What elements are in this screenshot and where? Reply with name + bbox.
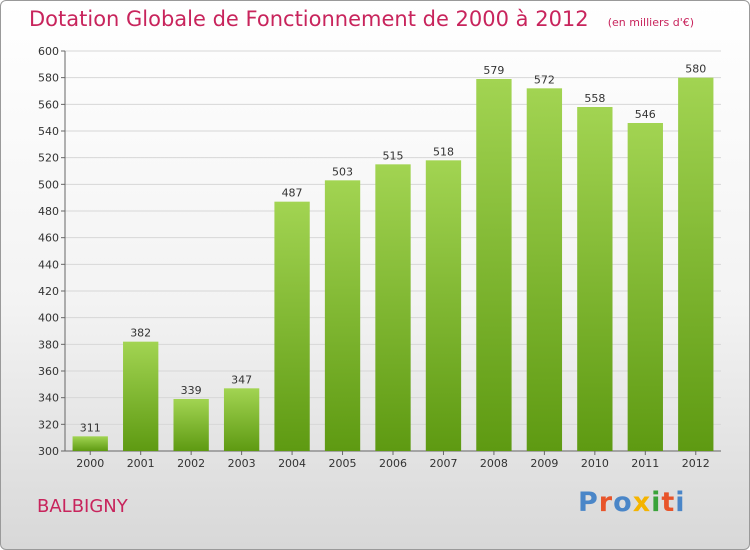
x-tick-label-2007: 2007 <box>429 457 457 470</box>
data-label-2004: 487 <box>282 187 303 200</box>
bar-2007 <box>425 160 462 452</box>
bar-2005 <box>324 180 361 452</box>
bar-2012 <box>678 77 714 452</box>
x-tick-label-2006: 2006 <box>379 457 407 470</box>
x-tick-label-2012: 2012 <box>682 457 710 470</box>
data-label-2002: 339 <box>181 384 202 397</box>
logo-letter: t <box>661 487 676 518</box>
y-tick-label: 460 <box>38 232 59 245</box>
x-tick-label-2003: 2003 <box>228 457 256 470</box>
bar-2006 <box>375 164 411 452</box>
bar-2010 <box>577 107 613 451</box>
y-tick-label: 380 <box>38 338 59 351</box>
bar-2008 <box>476 79 512 451</box>
bar-2011 <box>627 123 663 451</box>
x-tick-label-2005: 2005 <box>329 457 357 470</box>
y-tick-label: 340 <box>38 392 59 405</box>
data-label-2006: 515 <box>383 149 404 162</box>
data-label-2012: 580 <box>685 63 706 76</box>
y-tick-label: 520 <box>38 152 59 165</box>
y-tick-label: 300 <box>38 445 59 458</box>
logo-letter: i <box>675 487 686 518</box>
chart-subtitle: (en milliers d'€) <box>607 16 695 29</box>
y-tick-label: 500 <box>38 178 59 191</box>
data-label-2008: 579 <box>483 64 504 77</box>
bars <box>72 77 714 452</box>
title-line: Dotation Globale de Fonctionnement de 20… <box>29 7 694 31</box>
x-tick-label-2008: 2008 <box>480 457 508 470</box>
y-tick-label: 360 <box>38 365 59 378</box>
y-tick-label: 540 <box>38 125 59 138</box>
bar-2000 <box>72 436 108 451</box>
chart-title: Dotation Globale de Fonctionnement de 20… <box>29 7 589 31</box>
y-tick-label: 420 <box>38 285 59 298</box>
logo-letter: P <box>578 487 599 518</box>
data-label-2003: 347 <box>231 373 252 386</box>
x-tick-label-2001: 2001 <box>127 457 155 470</box>
x-tick-label-2011: 2011 <box>631 457 659 470</box>
proxiti-logo[interactable]: Proxiti <box>578 487 686 518</box>
y-tick-label: 580 <box>38 72 59 85</box>
logo-letter: i <box>651 487 662 518</box>
commune-name: BALBIGNY <box>37 496 128 517</box>
bar-2009 <box>526 88 563 451</box>
logo-letter: o <box>613 487 633 518</box>
bar-2003 <box>223 388 260 451</box>
bar-2001 <box>123 341 159 451</box>
data-label-2000: 311 <box>80 421 101 434</box>
bar-2002 <box>173 399 209 451</box>
bar-2004 <box>274 201 310 451</box>
x-tick-label-2009: 2009 <box>530 457 558 470</box>
data-label-2011: 546 <box>635 108 656 121</box>
data-label-2010: 558 <box>584 92 605 105</box>
x-tick-label-2002: 2002 <box>177 457 205 470</box>
y-tick-label: 480 <box>38 205 59 218</box>
logo-letter: r <box>598 487 614 518</box>
x-tick-label-2000: 2000 <box>76 457 104 470</box>
y-tick-label: 560 <box>38 98 59 111</box>
data-label-2009: 572 <box>534 73 555 86</box>
y-tick-label: 400 <box>38 312 59 325</box>
labels: 300 320 340 360 380 400 420 440 460 480 500 520 540 5… <box>38 45 710 470</box>
data-label-2001: 382 <box>130 327 151 340</box>
x-tick-label-2004: 2004 <box>278 457 306 470</box>
y-tick-label: 320 <box>38 418 59 431</box>
y-tick-label: 440 <box>38 258 59 271</box>
data-label-2007: 518 <box>433 145 454 158</box>
y-tick-label: 600 <box>38 45 59 58</box>
x-tick-label-2010: 2010 <box>581 457 609 470</box>
logo-letter: x <box>632 487 652 518</box>
data-label-2005: 503 <box>332 165 353 178</box>
